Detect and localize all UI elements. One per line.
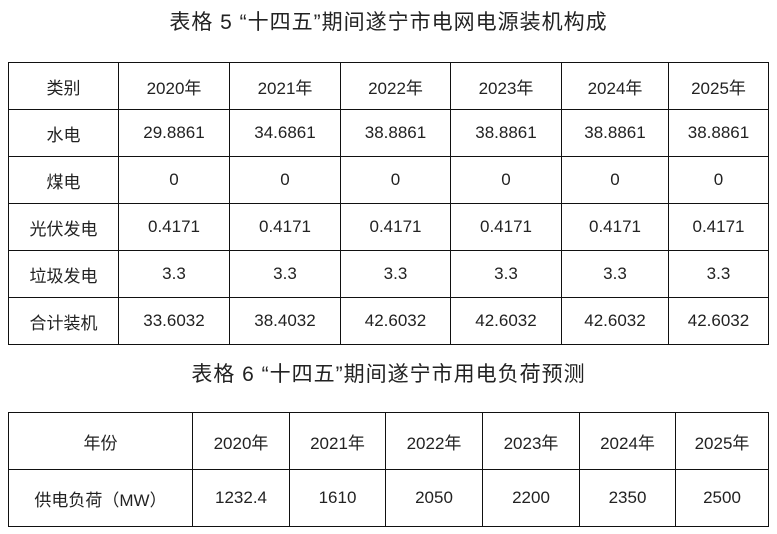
cell: 3.3	[340, 250, 451, 298]
table-row: 光伏发电 0.4171 0.4171 0.4171 0.4171 0.4171 0.4171	[8, 203, 769, 251]
cell: 3.3	[229, 250, 341, 298]
cell: 33.6032	[118, 297, 230, 345]
cell: 2050	[385, 469, 483, 527]
header-cell: 年份	[8, 412, 193, 470]
cell: 0.4171	[340, 203, 451, 251]
table: 类别 2020年 2021年 2022年 2023年 2024年 2025年 水电 29.886…	[8, 62, 769, 345]
cell: 3.3	[118, 250, 230, 298]
cell: 0.4171	[450, 203, 562, 251]
cell: 42.6032	[450, 297, 562, 345]
cell: 38.8861	[450, 109, 562, 157]
cell: 合计装机	[8, 297, 119, 345]
cell: 42.6032	[561, 297, 669, 345]
cell: 29.8861	[118, 109, 230, 157]
table: 年份 2020年 2021年 2022年 2023年 2024年 2025年 供电负荷（MW）…	[8, 412, 769, 527]
table-row: 煤电 0 0 0 0 0 0	[8, 156, 769, 204]
table-row: 水电 29.8861 34.6861 38.8861 38.8861 38.8861 38.…	[8, 109, 769, 157]
table-row: 合计装机 33.6032 38.4032 42.6032 42.6032 42.6032 4…	[8, 297, 769, 345]
header-row: 年份 2020年 2021年 2022年 2023年 2024年 2025年	[8, 412, 769, 470]
cell: 38.8861	[668, 109, 769, 157]
header-cell: 2024年	[561, 62, 669, 110]
cell: 0.4171	[561, 203, 669, 251]
cell: 0.4171	[229, 203, 341, 251]
header-cell: 2020年	[118, 62, 230, 110]
header-cell: 2023年	[450, 62, 562, 110]
cell: 光伏发电	[8, 203, 119, 251]
header-cell: 2025年	[668, 62, 769, 110]
cell: 2200	[482, 469, 580, 527]
table-title: 表格 5 “十四五”期间遂宁市电网电源装机构成	[169, 11, 608, 34]
cell: 38.8861	[561, 109, 669, 157]
header-cell: 2022年	[340, 62, 451, 110]
header-cell: 类别	[8, 62, 119, 110]
cell: 0	[668, 156, 769, 204]
table-row: 供电负荷（MW） 1232.4 1610 2050 2200 2350 2500	[8, 469, 769, 527]
header-cell: 2021年	[229, 62, 341, 110]
header-row: 类别 2020年 2021年 2022年 2023年 2024年 2025年	[8, 62, 769, 110]
header-cell: 2024年	[579, 412, 676, 470]
header-cell: 2022年	[385, 412, 483, 470]
cell: 0.4171	[668, 203, 769, 251]
cell: 供电负荷（MW）	[8, 469, 193, 527]
header-cell: 2020年	[192, 412, 290, 470]
table-title: 表格 6 “十四五”期间遂宁市用电负荷预测	[191, 363, 586, 386]
header-cell: 2023年	[482, 412, 580, 470]
header-cell: 2021年	[289, 412, 386, 470]
cell: 垃圾发电	[8, 250, 119, 298]
cell: 0	[229, 156, 341, 204]
cell: 3.3	[668, 250, 769, 298]
cell: 0	[561, 156, 669, 204]
cell: 2500	[675, 469, 769, 527]
cell: 0	[118, 156, 230, 204]
cell: 0	[340, 156, 451, 204]
cell: 38.8861	[340, 109, 451, 157]
cell: 0.4171	[118, 203, 230, 251]
cell: 38.4032	[229, 297, 341, 345]
cell: 水电	[8, 109, 119, 157]
table-row: 垃圾发电 3.3 3.3 3.3 3.3 3.3 3.3	[8, 250, 769, 298]
cell: 3.3	[450, 250, 562, 298]
cell: 34.6861	[229, 109, 341, 157]
cell: 1610	[289, 469, 386, 527]
cell: 42.6032	[340, 297, 451, 345]
cell: 3.3	[561, 250, 669, 298]
cell: 1232.4	[192, 469, 290, 527]
cell: 2350	[579, 469, 676, 527]
cell: 煤电	[8, 156, 119, 204]
cell: 0	[450, 156, 562, 204]
header-cell: 2025年	[675, 412, 769, 470]
cell: 42.6032	[668, 297, 769, 345]
